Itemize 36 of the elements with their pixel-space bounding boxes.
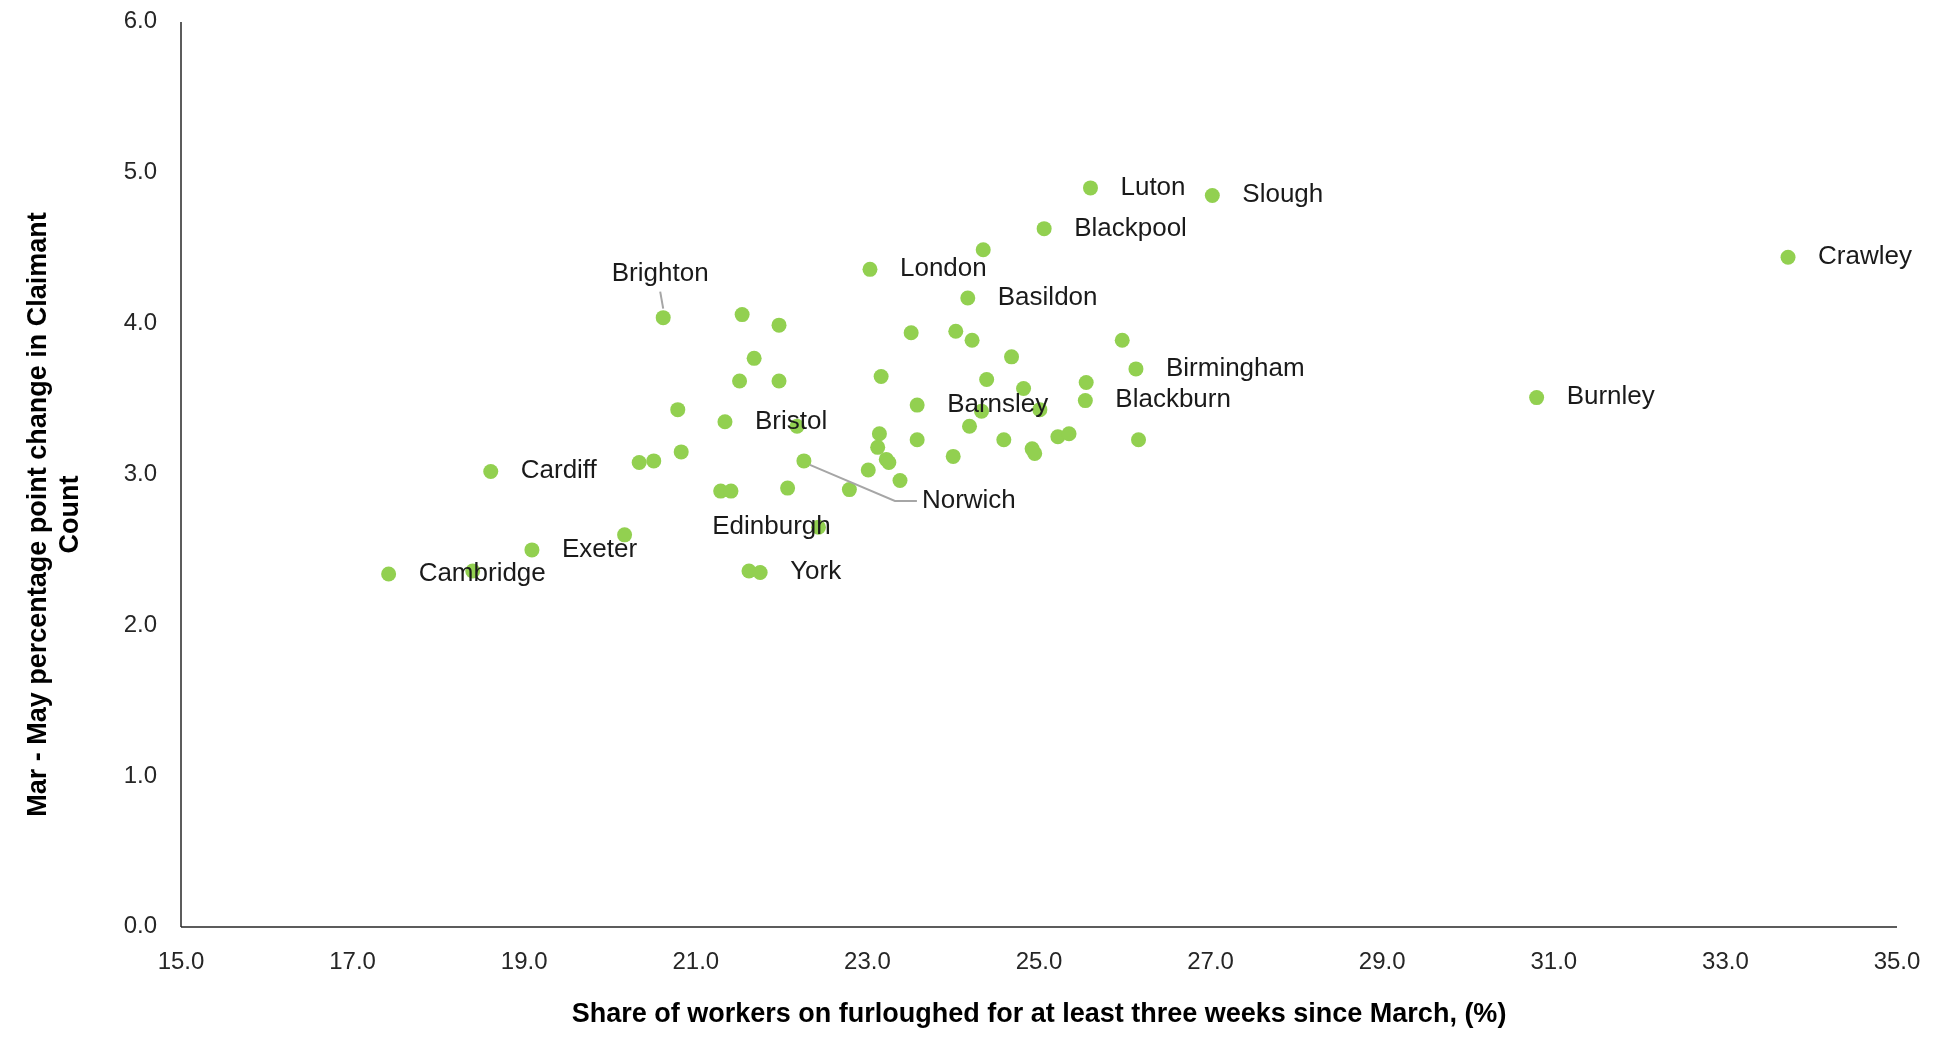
annotation: Burnley [1566, 380, 1655, 411]
x-tick-label: 29.0 [1358, 947, 1406, 974]
annotation: Exeter [561, 532, 638, 563]
annotation: London [899, 252, 987, 283]
y-axis-title: Mar - May percentage point change in Claimant Count [22, 212, 84, 817]
annotation: Luton [1120, 170, 1186, 201]
x-tick-label: 19.0 [500, 947, 548, 974]
y-tick-label: 1.0 [123, 760, 157, 788]
x-tick-label: 23.0 [844, 947, 891, 974]
annotation: Birmingham [1165, 351, 1305, 382]
y-tick-label: 0.0 [123, 911, 157, 939]
annotation: Cardiff [520, 454, 598, 485]
x-tick-label: 31.0 [1530, 947, 1578, 974]
x-axis-title: Share of workers on furloughed for at least three weeks since March, (%) [571, 998, 1507, 1028]
x-tick-label: 17.0 [329, 947, 376, 974]
y-tick-label: 3.0 [123, 458, 157, 486]
y-tick-label: 5.0 [123, 157, 157, 185]
annotation: Brighton [611, 256, 709, 287]
x-tick-label: 27.0 [1187, 947, 1234, 974]
x-tick-label: 35.0 [1873, 947, 1921, 974]
annotation: Crawley [1818, 240, 1912, 271]
x-tick-label: 21.0 [672, 947, 720, 974]
x-tick-label: 15.0 [157, 947, 205, 974]
annotation: Blackpool [1074, 211, 1187, 242]
annotation: Bristol [754, 404, 828, 435]
annotation: Barnsley [947, 387, 1049, 418]
y-tick-label: 4.0 [123, 308, 157, 336]
y-tick-label: 2.0 [123, 609, 157, 637]
annotation: Basildon [997, 280, 1098, 311]
annotation: York [790, 555, 843, 586]
x-tick-label: 25.0 [1015, 947, 1063, 974]
annotation: Norwich [921, 483, 1016, 514]
y-tick-label: 6.0 [123, 6, 157, 34]
annotation: Blackburn [1115, 383, 1231, 414]
annotation: Slough [1242, 178, 1324, 209]
x-tick-label: 33.0 [1702, 947, 1749, 974]
